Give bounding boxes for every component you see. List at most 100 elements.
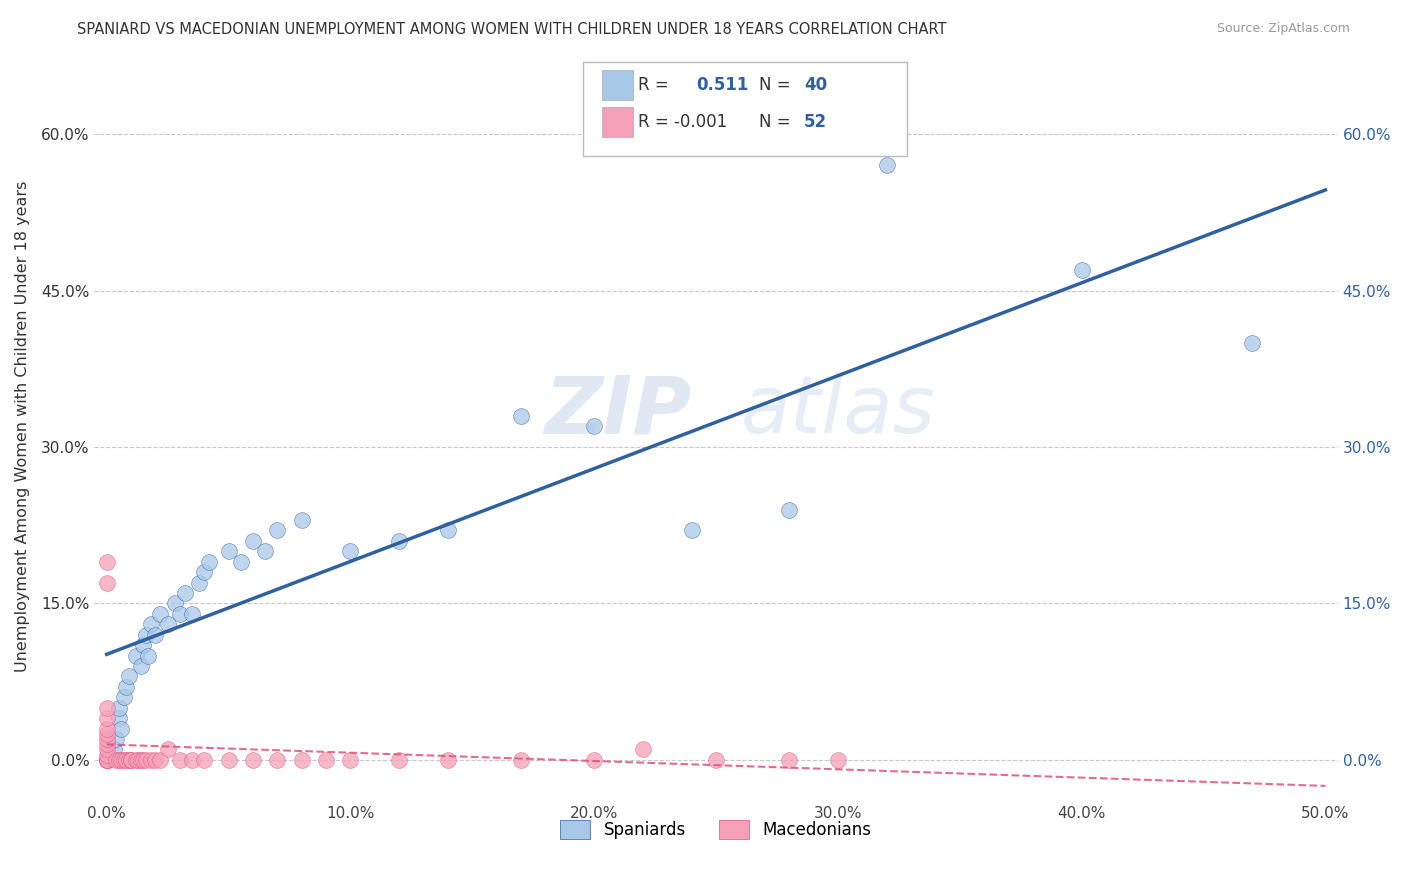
Point xyxy=(112,753,135,767)
Point xyxy=(105,731,128,746)
Point xyxy=(96,753,118,767)
Point xyxy=(96,753,118,767)
Point xyxy=(125,753,148,767)
Point xyxy=(145,753,167,767)
Point xyxy=(96,747,118,762)
Point xyxy=(583,753,606,767)
Point xyxy=(96,753,118,767)
Point xyxy=(96,722,118,736)
Point xyxy=(266,524,288,538)
Point xyxy=(135,628,157,642)
Point xyxy=(876,158,898,172)
Point xyxy=(96,731,118,746)
Point xyxy=(388,753,411,767)
Text: Source: ZipAtlas.com: Source: ZipAtlas.com xyxy=(1216,22,1350,36)
Point xyxy=(181,753,204,767)
Point xyxy=(173,586,195,600)
Point xyxy=(127,753,149,767)
Point xyxy=(115,680,138,694)
Point xyxy=(105,753,128,767)
Point xyxy=(96,711,118,725)
Text: SPANIARD VS MACEDONIAN UNEMPLOYMENT AMONG WOMEN WITH CHILDREN UNDER 18 YEARS COR: SPANIARD VS MACEDONIAN UNEMPLOYMENT AMON… xyxy=(77,22,946,37)
Point xyxy=(117,669,139,683)
Point xyxy=(827,753,849,767)
Point xyxy=(96,742,118,756)
Point xyxy=(704,753,727,767)
Legend: Spaniards, Macedonians: Spaniards, Macedonians xyxy=(554,814,879,846)
Point xyxy=(139,617,162,632)
Point xyxy=(132,638,155,652)
Text: 40: 40 xyxy=(804,76,827,94)
Point xyxy=(108,711,131,725)
Text: R =: R = xyxy=(638,76,669,94)
Point xyxy=(193,565,215,579)
Y-axis label: Unemployment Among Women with Children Under 18 years: Unemployment Among Women with Children U… xyxy=(15,180,30,672)
Point xyxy=(110,722,132,736)
Point xyxy=(242,753,264,767)
Point xyxy=(163,596,186,610)
Point xyxy=(681,524,703,538)
Point xyxy=(169,753,191,767)
Point xyxy=(510,753,533,767)
Text: N =: N = xyxy=(759,76,790,94)
Point xyxy=(108,700,131,714)
Point xyxy=(254,544,277,558)
Point xyxy=(96,753,118,767)
Point xyxy=(218,544,240,558)
Point xyxy=(437,524,460,538)
Point xyxy=(125,648,148,663)
Point xyxy=(96,753,118,767)
Point xyxy=(218,753,240,767)
Point xyxy=(120,753,142,767)
Text: N =: N = xyxy=(759,113,790,131)
Point xyxy=(108,753,131,767)
Point xyxy=(1070,262,1092,277)
Point xyxy=(132,753,155,767)
Point xyxy=(96,753,118,767)
Point xyxy=(96,753,118,767)
Point xyxy=(437,753,460,767)
Text: ZIP: ZIP xyxy=(544,372,692,450)
Point xyxy=(583,419,606,434)
Text: R = -0.001: R = -0.001 xyxy=(638,113,727,131)
Point xyxy=(156,742,179,756)
Point xyxy=(129,753,152,767)
Point xyxy=(110,753,132,767)
Point xyxy=(388,533,411,548)
Text: atlas: atlas xyxy=(741,372,935,450)
Point xyxy=(96,555,118,569)
Text: 52: 52 xyxy=(804,113,827,131)
Point xyxy=(136,648,159,663)
Point xyxy=(169,607,191,621)
Point xyxy=(117,753,139,767)
Point xyxy=(135,753,157,767)
Point xyxy=(96,727,118,741)
Point xyxy=(510,409,533,423)
Point xyxy=(96,737,118,751)
Point xyxy=(778,753,800,767)
Text: 0.511: 0.511 xyxy=(696,76,748,94)
Point xyxy=(291,513,314,527)
Point xyxy=(291,753,314,767)
Point xyxy=(778,502,800,516)
Point xyxy=(188,575,211,590)
Point xyxy=(266,753,288,767)
Point xyxy=(315,753,337,767)
Point xyxy=(631,742,654,756)
Point xyxy=(112,690,135,705)
Point xyxy=(96,700,118,714)
Point xyxy=(139,753,162,767)
Point xyxy=(339,544,361,558)
Point xyxy=(149,607,172,621)
Point xyxy=(149,753,172,767)
Point xyxy=(242,533,264,548)
Point xyxy=(115,753,138,767)
Point xyxy=(145,628,167,642)
Point xyxy=(193,753,215,767)
Point xyxy=(156,617,179,632)
Point xyxy=(181,607,204,621)
Point xyxy=(103,742,125,756)
Point xyxy=(1241,335,1264,350)
Point xyxy=(229,555,252,569)
Point xyxy=(339,753,361,767)
